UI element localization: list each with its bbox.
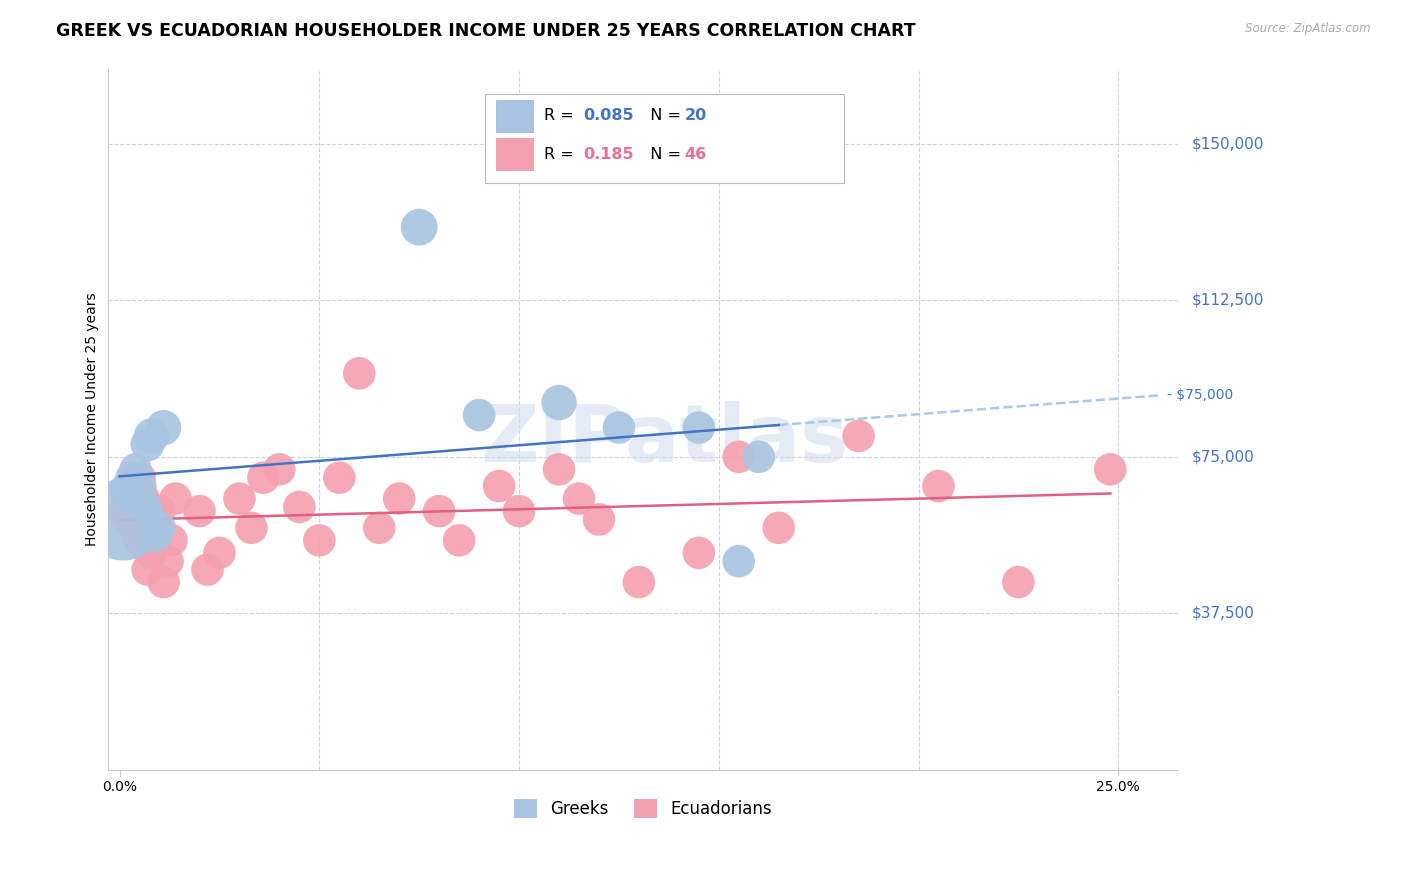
Point (427, 504, 450, 518)
Point (1007, 575, 1029, 590)
Point (152, 420, 174, 434)
Point (132, 500, 155, 514)
Point (508, 504, 530, 518)
Point (328, 471, 350, 485)
Text: GREEK VS ECUADORIAN HOUSEHOLDER INCOME UNDER 25 YEARS CORRELATION CHART: GREEK VS ECUADORIAN HOUSEHOLDER INCOME U… (56, 22, 915, 40)
Point (124, 521, 146, 535)
Point (368, 521, 391, 535)
Point (128, 479, 150, 493)
Point (607, 420, 630, 434)
Point (136, 533, 159, 548)
Point (136, 437, 159, 451)
Legend: Greeks, Ecuadorians: Greeks, Ecuadorians (508, 792, 779, 825)
Point (468, 408, 491, 422)
Text: R =: R = (544, 147, 579, 161)
Point (240, 521, 263, 535)
Text: 0.085: 0.085 (583, 109, 634, 123)
Text: $112,500: $112,500 (1192, 293, 1264, 308)
Y-axis label: Householder Income Under 25 years: Householder Income Under 25 years (86, 293, 100, 546)
Point (688, 420, 710, 434)
Point (548, 395, 571, 409)
Point (288, 500, 311, 514)
Point (117, 483, 139, 498)
Point (121, 491, 143, 506)
Point (627, 575, 650, 590)
Point (148, 504, 170, 518)
Point (308, 533, 330, 548)
Point (112, 504, 135, 518)
Point (388, 491, 411, 506)
Point (128, 471, 150, 485)
Point (928, 479, 950, 493)
Point (349, 367, 371, 381)
Point (117, 512, 139, 526)
Point (208, 546, 231, 560)
Text: 46: 46 (685, 147, 707, 161)
Point (727, 450, 749, 464)
Text: N =: N = (640, 147, 686, 161)
Point (124, 491, 146, 506)
Point (121, 471, 143, 485)
Point (121, 479, 143, 493)
Point (141, 429, 163, 443)
Point (152, 575, 174, 590)
Point (252, 471, 274, 485)
Text: ZIPatlas: ZIPatlas (481, 401, 848, 479)
Point (197, 563, 219, 577)
Text: - $75,000: - $75,000 (1167, 388, 1233, 402)
Point (848, 429, 870, 443)
Point (748, 450, 770, 464)
Point (488, 479, 510, 493)
Text: 20: 20 (685, 109, 707, 123)
Text: $150,000: $150,000 (1192, 136, 1264, 151)
Point (449, 533, 471, 548)
Point (188, 504, 211, 518)
Point (228, 491, 250, 506)
Text: N =: N = (640, 109, 686, 123)
Point (688, 546, 710, 560)
Text: $37,500: $37,500 (1192, 606, 1256, 621)
Text: $75,000: $75,000 (1192, 450, 1254, 465)
Text: 0.185: 0.185 (583, 147, 634, 161)
Point (124, 491, 146, 506)
Point (124, 462, 146, 476)
Point (136, 563, 159, 577)
Point (156, 554, 179, 568)
Point (269, 462, 291, 476)
Point (588, 512, 610, 526)
Point (768, 521, 790, 535)
Point (112, 512, 135, 526)
Text: Source: ZipAtlas.com: Source: ZipAtlas.com (1246, 22, 1371, 36)
Point (141, 546, 163, 560)
Point (132, 512, 155, 526)
Point (165, 491, 187, 506)
Point (1099, 462, 1122, 476)
Point (145, 529, 167, 543)
Point (727, 554, 749, 568)
Point (160, 533, 183, 548)
Point (148, 521, 170, 535)
Point (132, 491, 155, 506)
Text: R =: R = (544, 109, 579, 123)
Point (548, 462, 571, 476)
Point (568, 491, 591, 506)
Point (128, 533, 150, 548)
Point (145, 512, 167, 526)
Point (408, 220, 430, 235)
